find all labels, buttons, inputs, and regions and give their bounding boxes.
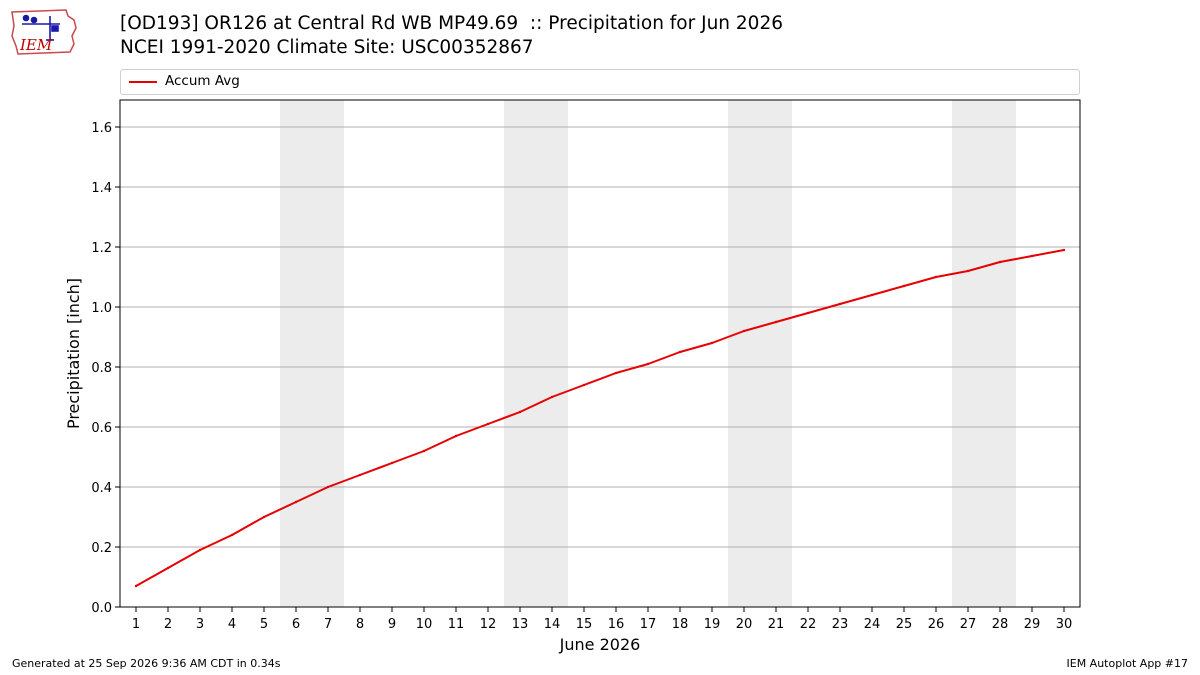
chart-title: [OD193] OR126 at Central Rd WB MP49.69 :… <box>120 13 783 34</box>
x-tick-label: 28 <box>992 617 1009 632</box>
logo-text: IEM <box>19 36 53 54</box>
chart-subtitle: NCEI 1991-2020 Climate Site: USC00352867 <box>120 37 534 58</box>
generated-timestamp: Generated at 25 Sep 2026 9:36 AM CDT in … <box>12 657 281 670</box>
x-tick-label: 27 <box>960 617 977 632</box>
x-tick-label: 9 <box>388 617 396 632</box>
x-tick-label: 30 <box>1056 617 1073 632</box>
x-tick-label: 25 <box>896 617 913 632</box>
data-point <box>230 533 234 537</box>
data-point <box>358 473 362 477</box>
weekend-band-2 <box>504 100 568 607</box>
data-point <box>742 329 746 333</box>
y-tick-label: 1.4 <box>91 181 112 196</box>
weekend-band-1 <box>280 100 344 607</box>
legend-swatch-accum-avg <box>129 81 157 83</box>
data-point <box>134 584 138 588</box>
weather-instrument-icon <box>22 14 60 41</box>
x-tick-label: 6 <box>292 617 300 632</box>
legend-label-accum-avg: Accum Avg <box>165 73 240 89</box>
data-point <box>838 302 842 306</box>
data-point <box>582 383 586 387</box>
x-tick-label: 15 <box>576 617 593 632</box>
data-point <box>166 566 170 570</box>
x-tick-label: 3 <box>196 617 204 632</box>
y-tick-label: 0.4 <box>91 481 112 496</box>
x-tick-label: 20 <box>736 617 753 632</box>
x-tick-label: 24 <box>864 617 881 632</box>
y-tick-label: 1.6 <box>91 121 112 136</box>
x-tick-label: 2 <box>164 617 172 632</box>
data-point <box>646 362 650 366</box>
x-tick-label: 29 <box>1024 617 1041 632</box>
weekend-band-4 <box>952 100 1016 607</box>
x-tick-label: 5 <box>260 617 268 632</box>
y-tick-label: 1.2 <box>91 241 112 256</box>
x-tick-label: 26 <box>928 617 945 632</box>
x-tick-label: 1 <box>132 617 140 632</box>
series-line-accum-avg <box>135 249 1065 587</box>
data-point <box>518 410 522 414</box>
x-tick-label: 14 <box>544 617 561 632</box>
x-axis-label: June 2026 <box>559 635 641 654</box>
x-tick-label: 12 <box>480 617 497 632</box>
x-tick-label: 22 <box>800 617 817 632</box>
data-point <box>710 341 714 345</box>
iowa-outline-shape <box>11 9 77 55</box>
x-tick-label: 4 <box>228 617 236 632</box>
data-point <box>1030 254 1034 258</box>
x-tick-label: 11 <box>448 617 465 632</box>
data-point <box>454 434 458 438</box>
y-tick-label: 0.0 <box>91 601 112 616</box>
data-point <box>1062 248 1066 252</box>
data-point <box>422 449 426 453</box>
data-point <box>326 485 330 489</box>
data-point <box>966 269 970 273</box>
data-point <box>390 461 394 465</box>
data-point <box>614 371 618 375</box>
y-tick-label: 0.8 <box>91 361 112 376</box>
x-tick-label: 7 <box>324 617 332 632</box>
data-point <box>486 422 490 426</box>
x-tick-label: 17 <box>640 617 657 632</box>
legend: Accum Avg <box>120 69 1080 95</box>
data-point <box>934 275 938 279</box>
data-point <box>262 515 266 519</box>
data-point <box>294 500 298 504</box>
data-point <box>550 395 554 399</box>
data-point <box>774 320 778 324</box>
data-point <box>198 548 202 552</box>
app-label: IEM Autoplot App #17 <box>1066 657 1189 670</box>
data-point <box>678 350 682 354</box>
y-axis-label: Precipitation [inch] <box>64 278 83 429</box>
y-tick-label: 0.2 <box>91 541 112 556</box>
x-tick-label: 13 <box>512 617 529 632</box>
data-point <box>998 260 1002 264</box>
x-tick-label: 10 <box>416 617 433 632</box>
plot-frame <box>119 99 1081 608</box>
y-tick-label: 1.0 <box>91 301 112 316</box>
iem-logo: IEM <box>11 9 77 55</box>
data-point <box>806 311 810 315</box>
y-tick-label: 0.6 <box>91 421 112 436</box>
x-tick-label: 16 <box>608 617 625 632</box>
data-point <box>870 293 874 297</box>
x-tick-label: 23 <box>832 617 849 632</box>
x-tick-label: 19 <box>704 617 721 632</box>
data-point <box>902 284 906 288</box>
weekend-band-3 <box>728 100 792 607</box>
x-tick-label: 18 <box>672 617 689 632</box>
x-tick-label: 8 <box>356 617 364 632</box>
x-tick-label: 21 <box>768 617 785 632</box>
